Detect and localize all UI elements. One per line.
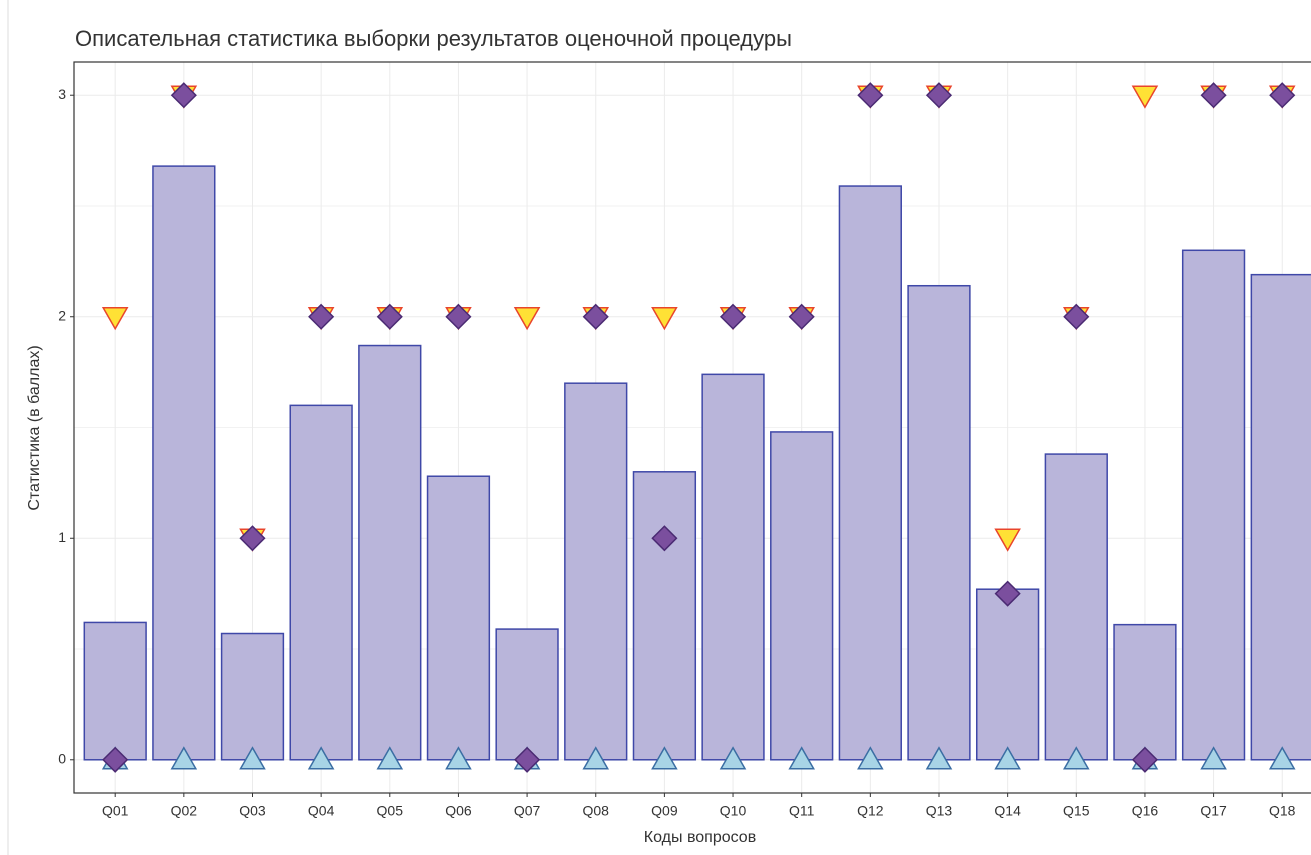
bar [426,475,491,761]
x-tick-label: Q01 [102,803,129,819]
marker-triangle-up [1268,746,1296,770]
x-tick-label: Q04 [308,803,335,819]
bar [1181,249,1246,761]
bar [1044,453,1108,761]
marker-triangle-up [445,746,472,770]
marker-triangle-up [719,746,747,770]
chart-title: Описательная статистика выборки результа… [75,26,792,51]
marker-triangle-up [307,746,335,770]
marker-triangle-up [582,746,610,770]
y-tick-label: 1 [58,529,66,545]
marker-diamond [925,82,953,109]
marker-triangle-up [239,746,266,770]
bar [220,632,285,761]
marker-triangle-up [376,746,404,770]
marker-triangle-up [1062,746,1090,770]
bar [632,471,697,761]
marker-triangle-up [857,746,884,770]
x-tick-label: Q11 [789,803,815,819]
marker-triangle-down [1131,85,1159,109]
x-tick-label: Q05 [377,803,404,819]
x-tick-label: Q02 [171,803,198,819]
x-tick-label: Q09 [651,803,678,819]
bar [564,382,628,761]
marker-diamond [651,525,678,552]
marker-triangle-up [788,746,815,770]
marker-diamond [719,303,747,330]
bar [701,373,765,761]
y-tick-label: 0 [58,750,66,766]
bar [838,185,902,761]
bar [1113,623,1177,761]
marker-triangle-up [1200,746,1227,770]
x-tick-label: Q08 [583,803,610,819]
bar [1250,273,1311,761]
panel-border [73,61,1311,794]
marker-diamond [994,580,1021,607]
bar [152,165,216,761]
marker-diamond [170,82,197,109]
marker-triangle-down [101,306,129,331]
bar [907,284,971,761]
marker-diamond [239,525,266,552]
marker-triangle-down [513,306,541,331]
x-tick-label: Q12 [857,803,884,819]
bar [358,344,422,761]
marker-diamond [376,303,403,330]
marker-triangle-down [651,306,678,331]
x-tick-label: Q15 [1063,803,1090,819]
marker-diamond [1063,303,1090,330]
bar [770,431,834,761]
marker-diamond [857,82,884,109]
x-tick-label: Q14 [994,803,1021,819]
marker-diamond [445,303,472,330]
marker-triangle-up [170,746,198,770]
x-tick-label: Q07 [514,803,541,819]
x-axis-title: Коды вопросов [644,829,756,846]
marker-triangle-up [925,746,953,770]
marker-triangle-up [994,746,1021,770]
marker-diamond [582,303,609,330]
marker-diamond [102,746,129,773]
bar [83,621,147,761]
marker-diamond [308,303,335,330]
marker-diamond [788,303,815,330]
bar [975,588,1040,761]
x-tick-label: Q03 [239,803,266,819]
marker-triangle-up [651,746,678,770]
x-tick-label: Q10 [720,803,747,819]
x-tick-label: Q06 [445,803,472,819]
y-tick-label: 2 [58,307,66,323]
marker-triangle-down [994,528,1021,552]
marker-diamond [514,746,541,773]
marker-diamond [1269,82,1296,109]
marker-diamond [1131,746,1159,773]
bar [289,404,353,761]
x-tick-label: Q17 [1200,803,1227,819]
marker-diamond [1200,82,1227,109]
y-axis-title: Статистика (в баллах) [26,345,43,510]
bar [495,628,559,761]
x-tick-label: Q18 [1269,803,1296,819]
x-tick-label: Q13 [926,803,953,819]
y-tick-label: 3 [58,86,66,102]
x-tick-label: Q16 [1132,803,1159,819]
